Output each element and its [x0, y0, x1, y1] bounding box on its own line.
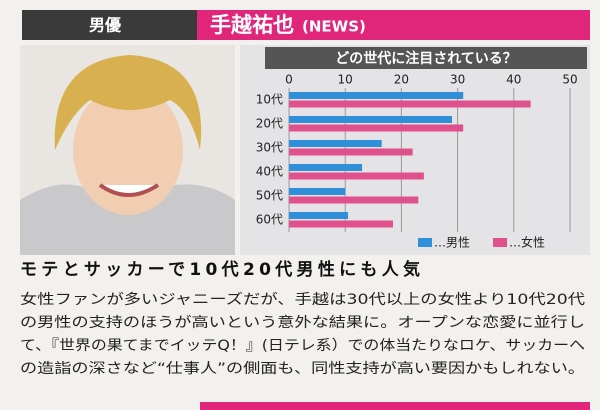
- bar: [289, 188, 346, 195]
- legend-swatch: [493, 238, 507, 247]
- y-tick-label: 60代: [256, 213, 283, 227]
- header-name-box: [197, 10, 590, 40]
- legend-label: …女性: [509, 235, 545, 250]
- y-tick-label: 10代: [256, 93, 283, 107]
- bar: [289, 116, 452, 123]
- y-tick-label: 40代: [256, 165, 283, 179]
- body-line: て、『世界の果てまでイッテQ！』(日テレ系）での体当たりなロケ、サッカーへ: [20, 338, 585, 354]
- chart-title: どの世代に注目されている？: [335, 50, 517, 67]
- bar: [289, 140, 382, 147]
- y-tick-label: 20代: [256, 117, 283, 131]
- x-tick-label: 30: [450, 73, 465, 87]
- bar: [289, 164, 363, 171]
- x-tick-label: 40: [506, 73, 521, 87]
- bar: [289, 212, 349, 219]
- y-tick-label: 50代: [256, 189, 283, 203]
- x-tick-label: 20: [394, 73, 409, 87]
- bar: [289, 92, 464, 99]
- bar: [289, 196, 419, 204]
- bar: [289, 124, 464, 132]
- x-tick-label: 50: [562, 73, 577, 87]
- header-name: 手越祐也: [210, 13, 294, 37]
- chart: 0 10 20 30 40 50 10代 20代 30代 40代 50代 60代 …男性 …女性: [256, 73, 578, 250]
- legend-label: …男性: [434, 236, 470, 250]
- bar: [289, 148, 413, 156]
- y-tick-label: 30代: [256, 141, 283, 155]
- body-line: の男性の支持のほうが高いという意外な結果に。オープンな恋愛に並行し: [20, 314, 585, 331]
- next-header-strip: [200, 402, 590, 410]
- bar: [289, 220, 393, 228]
- header-label-box: [22, 10, 197, 40]
- x-tick-label: 0: [285, 73, 293, 87]
- photo: [20, 45, 235, 255]
- header-label: 男優: [89, 16, 122, 35]
- chart-title-box: [265, 47, 587, 69]
- legend-swatch: [418, 238, 432, 247]
- bar: [289, 172, 424, 180]
- bar: [289, 100, 531, 108]
- body-line: の造詣の深さなど“仕事人”の側面も、同性支持が高い要因かもしれない。: [20, 360, 585, 377]
- x-tick-label: 10: [338, 73, 353, 87]
- body-text: 女性ファンが多いジャニーズだが、手越は30代以上の女性より10代20代の男性の支…: [20, 291, 585, 377]
- header-group: (NEWS): [302, 18, 366, 36]
- body-line: 女性ファンが多いジャニーズだが、手越は30代以上の女性より10代20代: [20, 291, 585, 308]
